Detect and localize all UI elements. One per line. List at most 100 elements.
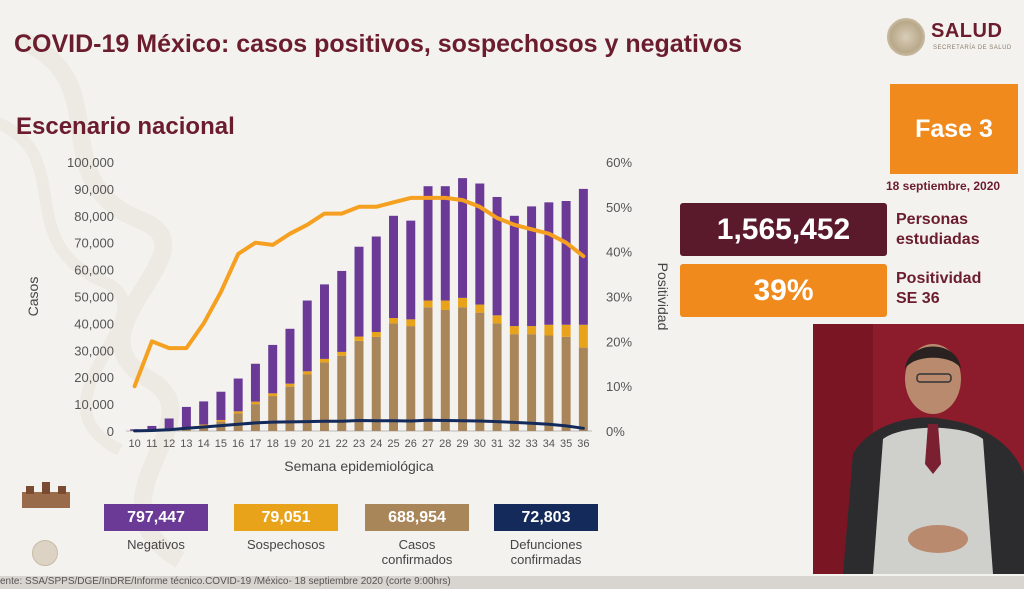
x-tick-label: 29 <box>456 438 468 450</box>
x-tick-label: 23 <box>353 438 365 450</box>
bar-negativos <box>406 220 416 320</box>
bar-sospechosos <box>389 318 399 324</box>
bar-sospechosos <box>406 319 416 327</box>
bar-sospechosos <box>440 300 450 310</box>
bar-negativos <box>544 202 554 325</box>
positivity-label: Positividad SE 36 <box>896 269 981 309</box>
bar-negativos <box>181 406 191 428</box>
bar-sospechosos <box>458 297 468 308</box>
positivity-value: 39% <box>680 264 887 317</box>
bar-sospechosos <box>561 324 571 337</box>
bar-casos-confirmados <box>458 307 468 431</box>
bar-negativos <box>509 215 519 327</box>
bar-casos-confirmados <box>319 362 329 431</box>
bar-sospechosos <box>285 383 295 387</box>
bar-casos-confirmados <box>233 413 243 431</box>
x-tick-label: 24 <box>370 438 382 450</box>
y-tick-label: 50,000 <box>74 290 114 305</box>
y2-tick-label: 20% <box>606 334 632 349</box>
bar-sospechosos <box>371 332 381 337</box>
page-title: COVID-19 México: casos positivos, sospec… <box>14 30 743 58</box>
bar-sospechosos <box>250 401 260 405</box>
people-studied-value: 1,565,452 <box>680 203 887 256</box>
bar-sospechosos <box>578 324 588 348</box>
bar-sospechosos <box>233 411 243 414</box>
x-tick-label: 31 <box>491 438 503 450</box>
line-positividad <box>132 195 586 389</box>
bar-negativos <box>354 246 364 337</box>
y-axis-label: Casos <box>25 277 41 317</box>
bar-negativos <box>302 300 312 372</box>
bar-casos-confirmados <box>475 312 485 431</box>
y2-tick-label: 50% <box>606 200 632 215</box>
legend-confirmados-value: 688,954 <box>365 504 469 531</box>
bar-casos-confirmados <box>561 336 571 431</box>
bar-negativos <box>458 178 468 298</box>
y-tick-label: 40,000 <box>74 316 114 331</box>
x-tick-label: 19 <box>284 438 296 450</box>
bar-casos-confirmados <box>527 334 537 431</box>
bar-sospechosos <box>337 351 347 356</box>
bar-negativos <box>389 215 399 319</box>
x-tick-label: 14 <box>198 438 210 450</box>
y2-axis-label: Positividad <box>655 263 671 331</box>
y2-tick-label: 10% <box>606 379 632 394</box>
logo-text: SALUD <box>931 20 1003 42</box>
bar-casos-confirmados <box>354 340 364 431</box>
bar-casos-confirmados <box>440 309 450 431</box>
x-tick-label: 25 <box>387 438 399 450</box>
bar-sospechosos <box>216 419 226 422</box>
bar-casos-confirmados <box>492 323 502 431</box>
bar-sospechosos <box>509 326 519 335</box>
seal-icon <box>887 18 925 56</box>
x-tick-label: 35 <box>560 438 572 450</box>
background-pattern <box>0 31 185 568</box>
y-tick-label: 60,000 <box>74 263 114 278</box>
bar-negativos <box>371 236 381 333</box>
y2-tick-label: 60% <box>606 155 632 170</box>
bar-casos-confirmados <box>406 326 416 431</box>
y2-tick-label: 0% <box>606 424 625 439</box>
bar-casos-confirmados <box>509 334 519 431</box>
salud-logo: SALUD SECRETARÍA DE SALUD <box>887 18 1017 58</box>
bar-casos-confirmados <box>337 355 347 431</box>
bar-sospechosos <box>492 315 502 324</box>
people-studied-label: Personas estudiadas <box>896 210 980 250</box>
bar-negativos <box>319 284 329 359</box>
bar-sospechosos <box>199 424 209 426</box>
cases-chart: 0 10,000 20,000 30,000 40,000 50,000 60,000 70,… <box>25 155 671 474</box>
bar-sospechosos <box>268 393 278 397</box>
building-icon <box>22 482 70 508</box>
bar-negativos <box>440 186 450 301</box>
bar-casos-confirmados <box>578 347 588 431</box>
x-tick-label: 12 <box>163 438 175 450</box>
bar-casos-confirmados <box>285 386 295 431</box>
x-tick-label: 36 <box>577 438 589 450</box>
y2-tick-label: 30% <box>606 290 632 305</box>
government-crest <box>20 480 72 510</box>
people-label-line1: Personas <box>896 211 969 228</box>
phase-badge: Fase 3 <box>890 84 1018 174</box>
y-tick-label: 10,000 <box>74 397 114 412</box>
bar-negativos <box>164 418 174 429</box>
y-tick-label: 90,000 <box>74 182 114 197</box>
x-tick-label: 33 <box>525 438 537 450</box>
x-tick-label: 34 <box>543 438 555 450</box>
bar-sospechosos <box>423 300 433 308</box>
positivity-label-line2: SE 36 <box>896 290 940 307</box>
bar-casos-confirmados <box>423 307 433 431</box>
y-tick-label: 100,000 <box>67 155 114 170</box>
bar-sospechosos <box>527 326 537 335</box>
x-tick-label: 10 <box>129 438 141 450</box>
bar-casos-confirmados <box>302 374 312 431</box>
y-tick-label: 20,000 <box>74 370 114 385</box>
page-subtitle: Escenario nacional <box>16 113 235 140</box>
y-tick-label: 0 <box>107 424 114 439</box>
people-label-line2: estudiadas <box>896 231 980 248</box>
legend-defunciones-label: Defunciones confirmadas <box>509 537 583 567</box>
bar-casos-confirmados <box>250 404 260 431</box>
bar-sospechosos <box>302 371 312 375</box>
source-note: ente: SSA/SPPS/DGE/InDRE/Informe técnico… <box>0 576 1024 589</box>
logo-subtext: SECRETARÍA DE SALUD <box>933 45 1012 51</box>
bar-negativos <box>285 328 295 384</box>
